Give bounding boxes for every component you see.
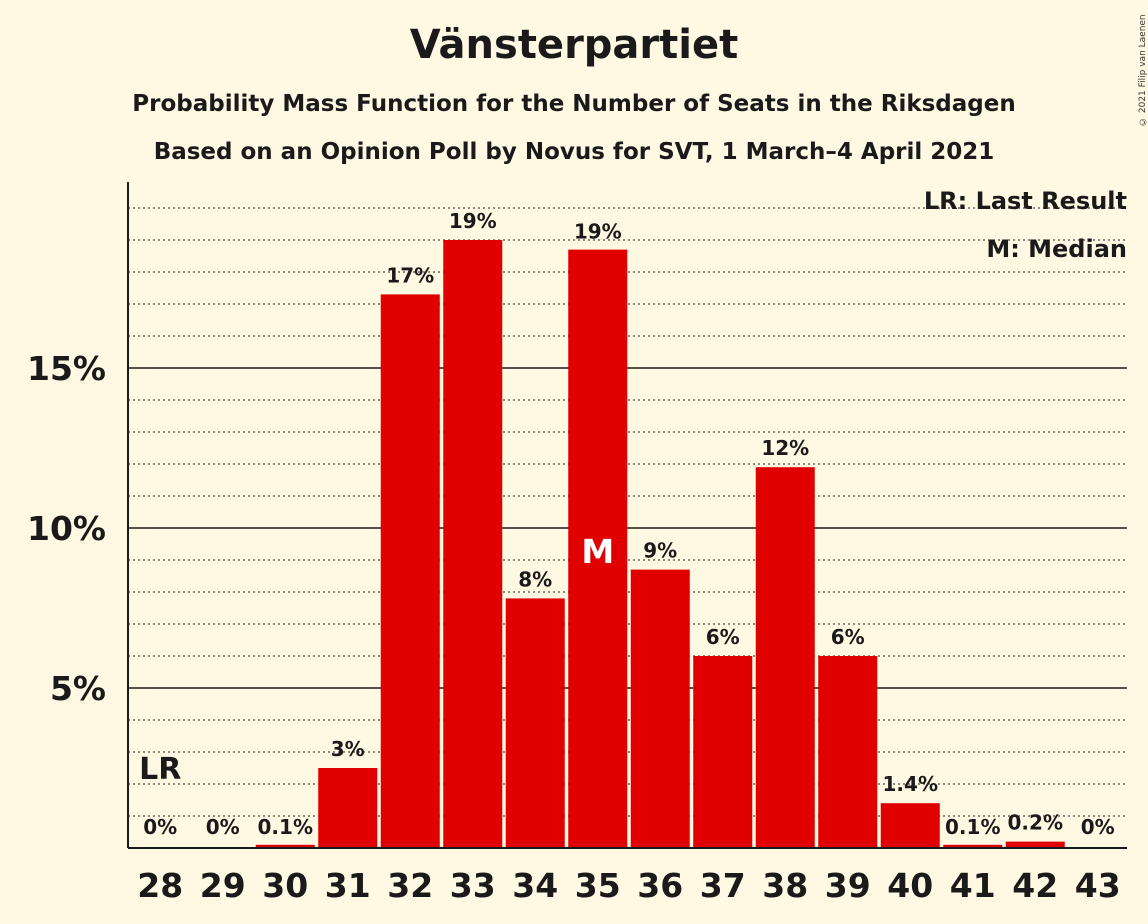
chart-subtitle-poll: Based on an Opinion Poll by Novus for SV…: [153, 139, 995, 165]
bar-40: [880, 803, 940, 848]
data-label-37: 6%: [706, 625, 740, 649]
x-tick-label-41: 41: [950, 866, 996, 905]
data-label-33: 19%: [449, 209, 497, 233]
data-label-36: 9%: [643, 539, 677, 563]
x-tick-label-38: 38: [762, 866, 808, 905]
bar-36: [630, 569, 690, 848]
x-tick-label-28: 28: [137, 866, 183, 905]
bar-30: [255, 844, 315, 848]
data-label-32: 17%: [386, 263, 434, 287]
data-label-29: 0%: [206, 815, 240, 839]
y-tick-label: 10%: [27, 509, 106, 548]
bar-33: [443, 240, 503, 848]
data-label-35: 19%: [574, 220, 622, 244]
x-tick-label-33: 33: [450, 866, 496, 905]
x-tick-label-43: 43: [1075, 866, 1121, 905]
y-axis-ticks: 5% 10% 15%: [27, 349, 106, 708]
x-tick-label-31: 31: [325, 866, 371, 905]
data-label-28: 0%: [143, 815, 177, 839]
data-label-40: 1.4%: [883, 772, 938, 796]
data-label-30: 0.1%: [258, 815, 313, 839]
bar-37: [693, 656, 753, 848]
x-tick-label-29: 29: [200, 866, 246, 905]
data-label-34: 8%: [518, 567, 552, 591]
bar-31: [318, 768, 378, 848]
last-result-marker: LR: [139, 752, 181, 787]
bar-42: [1005, 841, 1065, 848]
bar-41: [943, 844, 1003, 848]
bar-34: [505, 598, 565, 848]
gridlines: [128, 207, 1127, 817]
data-label-39: 6%: [831, 625, 865, 649]
x-tick-label-36: 36: [637, 866, 683, 905]
x-tick-label-39: 39: [825, 866, 871, 905]
bar-35: [568, 249, 628, 849]
x-tick-label-34: 34: [512, 866, 558, 905]
x-tick-label-35: 35: [575, 866, 621, 905]
y-tick-label: 15%: [27, 349, 106, 388]
x-tick-label-40: 40: [887, 866, 933, 905]
legend-median: M: Median: [986, 235, 1127, 263]
data-label-42: 0.2%: [1008, 811, 1063, 835]
x-tick-label-37: 37: [700, 866, 746, 905]
data-labels: 0% LR 0% 0.1% 3% 17% 19% 8% 19% M 9% 6% 12% 6% 1.4% 0.1…: [139, 209, 1115, 839]
bar-32: [380, 294, 440, 848]
bars: [255, 240, 1065, 849]
chart-title: Vänsterpartiet: [409, 22, 739, 68]
legend-last-result: LR: Last Result: [924, 187, 1127, 215]
y-tick-label: 5%: [50, 669, 106, 708]
x-tick-label-42: 42: [1012, 866, 1058, 905]
chart-subtitle: Probability Mass Function for the Number…: [132, 91, 1016, 117]
bar-39: [818, 656, 878, 848]
data-label-41: 0.1%: [945, 815, 1000, 839]
x-tick-label-32: 32: [387, 866, 433, 905]
x-tick-label-30: 30: [262, 866, 308, 905]
data-label-31: 3%: [331, 737, 365, 761]
data-label-38: 12%: [761, 436, 809, 460]
bar-38: [755, 467, 815, 848]
x-axis-ticks: 28 29 30 31 32 33 34 35 36 37 38 39 40 41 42 43: [137, 866, 1120, 905]
median-marker: M: [581, 532, 614, 571]
data-label-43: 0%: [1081, 815, 1115, 839]
